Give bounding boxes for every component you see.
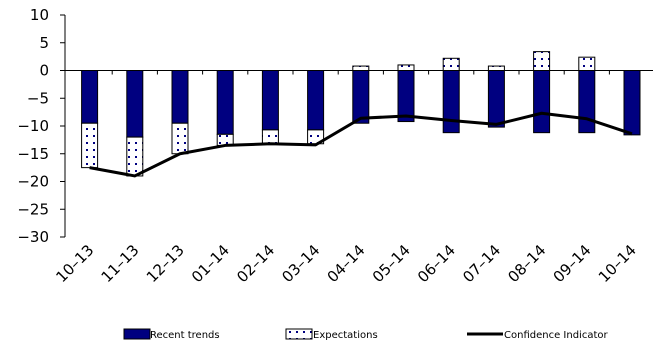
- x-tick-label-01-14: 01–14: [188, 241, 233, 286]
- y-tick-label-0: 0: [39, 62, 49, 80]
- bar-recent-trends-09-14: [578, 70, 596, 134]
- bar-recent-trends-10-14: [623, 70, 641, 136]
- bar-recent-trends-06-14: [442, 70, 460, 134]
- bar-recent-trends-05-14: [397, 70, 415, 123]
- x-tick-label-06-14: 06–14: [414, 241, 459, 286]
- bar-expectations-04-14: [352, 65, 370, 71]
- bar-expectations-02-14: [261, 129, 279, 145]
- bar-recent-trends-08-14: [533, 70, 551, 134]
- legend-item-recent-trends: Recent trends: [123, 328, 220, 341]
- bar-recent-trends-10-13: [81, 70, 99, 124]
- bar-expectations-07-14: [487, 65, 505, 71]
- bar-recent-trends-07-14: [487, 70, 505, 128]
- x-tick-label-12-13: 12–13: [143, 241, 188, 286]
- bar-expectations-05-14: [397, 64, 415, 71]
- x-tick-label-07-14: 07–14: [459, 241, 504, 286]
- x-tick-label-09-14: 09–14: [550, 241, 595, 286]
- x-tick-label-03-14: 03–14: [278, 241, 323, 286]
- bar-expectations-06-14: [442, 57, 460, 72]
- y-tick-label--5: −5: [27, 89, 49, 107]
- bar-recent-trends-04-14: [352, 70, 370, 124]
- y-tick-label-5: 5: [39, 34, 49, 52]
- legend-label-confidence-indicator: Confidence Indicator: [504, 330, 608, 341]
- bar-expectations-09-14: [578, 56, 596, 71]
- legend-swatch-expectations: [285, 328, 313, 340]
- bar-recent-trends-01-14: [216, 70, 234, 135]
- y-tick-label--30: −30: [17, 228, 49, 246]
- y-tick-label-10: 10: [30, 6, 49, 24]
- x-tick-label-02-14: 02–14: [233, 241, 278, 286]
- legend-item-confidence-indicator: Confidence Indicator: [467, 330, 608, 341]
- x-tick-label-08-14: 08–14: [504, 241, 549, 286]
- y-tick-label--25: −25: [17, 200, 49, 218]
- y-tick-label--20: −20: [17, 173, 49, 191]
- line-confidence-indicator: [89, 111, 633, 178]
- bar-recent-trends-11-13: [126, 70, 144, 138]
- bar-expectations-08-14: [533, 51, 551, 72]
- bar-expectations-10-13: [81, 122, 99, 169]
- legend: Recent trends Expectations Confidence In…: [123, 328, 608, 341]
- legend-swatch-recent-trends: [123, 328, 151, 340]
- bar-expectations-12-13: [171, 122, 189, 155]
- x-tick-label-10-14: 10–14: [595, 241, 640, 286]
- y-tick-label--10: −10: [17, 117, 49, 135]
- y-tick-label--15: −15: [17, 145, 49, 163]
- x-tick-label-11-13: 11–13: [98, 241, 143, 286]
- legend-item-expectations: Expectations: [285, 328, 378, 341]
- x-tick-label-10-13: 10–13: [52, 241, 97, 286]
- bar-recent-trends-02-14: [261, 70, 279, 131]
- x-tick-label-04-14: 04–14: [324, 241, 369, 286]
- legend-label-expectations: Expectations: [313, 330, 378, 341]
- bar-expectations-11-13: [126, 136, 144, 177]
- x-tick-label-05-14: 05–14: [369, 241, 414, 286]
- bar-recent-trends-03-14: [307, 70, 325, 131]
- legend-label-recent-trends: Recent trends: [150, 330, 220, 341]
- bar-recent-trends-12-13: [171, 70, 189, 124]
